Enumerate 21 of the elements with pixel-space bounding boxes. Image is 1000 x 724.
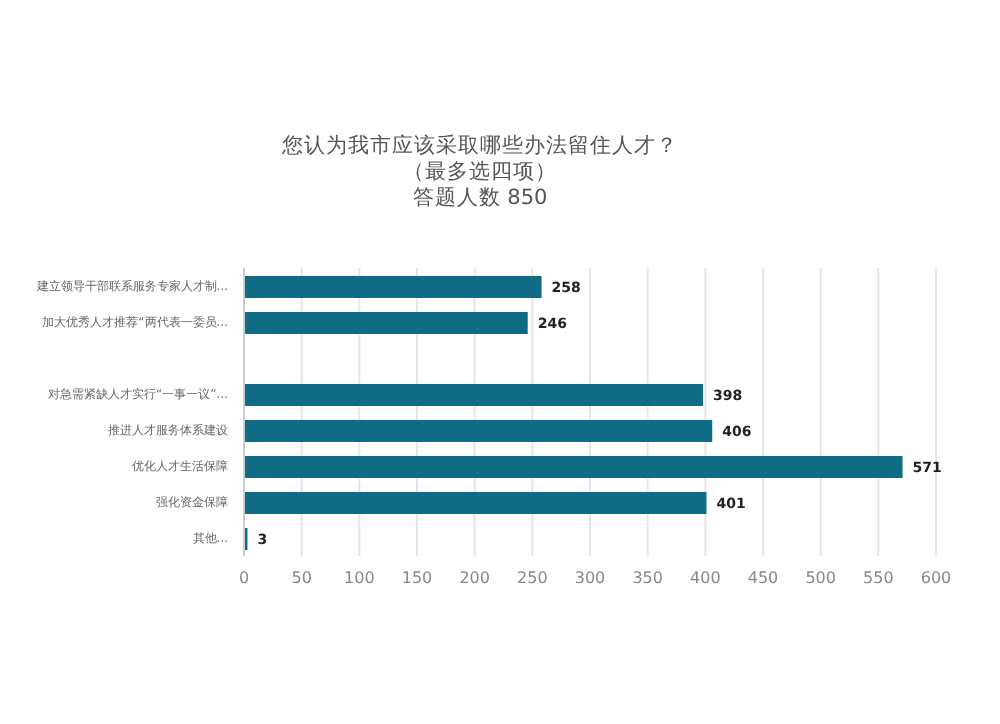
- bar: [244, 276, 542, 298]
- bar: [244, 384, 704, 406]
- x-tick-label: 50: [291, 569, 312, 588]
- x-tick-label: 400: [690, 569, 721, 588]
- x-tick-label: 250: [517, 569, 548, 588]
- x-tick-label: 550: [863, 569, 894, 588]
- x-tick-label: 600: [920, 569, 952, 588]
- x-tick-label: 150: [401, 569, 433, 588]
- bar: [244, 492, 707, 514]
- chart-subtitle: 答题人数 850: [410, 186, 550, 212]
- x-tick-label: 200: [459, 569, 490, 588]
- x-tick-label: 300: [574, 569, 606, 588]
- x-tick-label: 100: [344, 569, 375, 588]
- bar: [244, 456, 903, 478]
- x-tick-label: 500: [805, 569, 836, 588]
- x-tick-label: 350: [632, 569, 663, 588]
- x-tick-label: 0: [238, 569, 250, 588]
- bar: [244, 312, 528, 334]
- chart-title: 您认为我市应该采取哪些办法留住人才？（最多选四项）: [280, 134, 680, 186]
- x-tick-label: 450: [747, 569, 779, 588]
- bar: [244, 420, 713, 442]
